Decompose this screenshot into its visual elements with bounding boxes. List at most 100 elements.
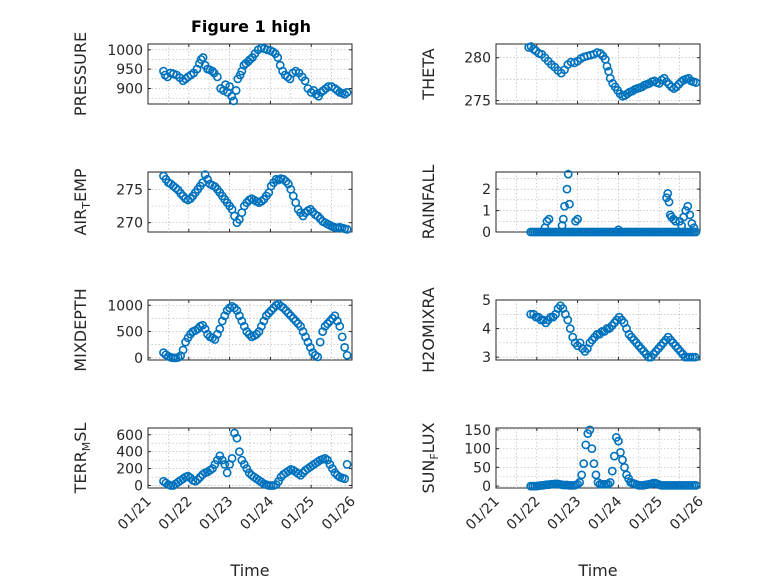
y-tick-label: 1000 xyxy=(107,298,143,314)
data-point xyxy=(671,216,680,226)
data-point xyxy=(281,306,291,315)
y-tick-label: 150 xyxy=(464,423,491,439)
x-tick-label: 01/22 xyxy=(504,494,544,534)
data-point xyxy=(565,324,575,333)
data-point xyxy=(589,459,599,469)
data-point xyxy=(293,319,303,329)
x-tick-label: 01/25 xyxy=(278,494,318,534)
data-point xyxy=(565,199,574,209)
data-point xyxy=(225,82,234,91)
axes-panel: 270 275 AIRTEMP xyxy=(71,168,353,236)
data-point xyxy=(264,308,274,318)
data-point xyxy=(244,468,254,478)
axes-panel: 3 4 5 H2OMIXRA xyxy=(419,287,701,373)
data-point xyxy=(342,459,352,469)
data-point xyxy=(229,96,239,106)
data-point xyxy=(232,433,242,443)
data-point xyxy=(313,352,323,362)
y-tick-label: 200 xyxy=(116,462,143,478)
data-point xyxy=(279,174,288,184)
axes-panel: 0 1 2 RAINFALL xyxy=(419,165,701,241)
data-point xyxy=(342,87,352,97)
y-tick-label: 100 xyxy=(464,442,491,458)
data-point xyxy=(618,455,627,465)
data-point xyxy=(542,216,552,226)
y-axis-label: RAINFALL xyxy=(419,165,438,240)
data-point xyxy=(691,78,701,87)
y-tick-label: 500 xyxy=(116,325,143,341)
data-point xyxy=(200,170,210,180)
data-point xyxy=(273,53,283,62)
y-tick-label: 950 xyxy=(116,62,143,78)
data-point xyxy=(560,201,569,211)
data-point xyxy=(602,61,612,71)
y-tick-label: 275 xyxy=(464,94,491,110)
data-point xyxy=(230,303,239,313)
data-point xyxy=(573,479,582,489)
data-point xyxy=(674,79,684,89)
data-point xyxy=(577,470,587,480)
data-point xyxy=(664,197,674,207)
data-point xyxy=(691,227,701,237)
data-point xyxy=(614,436,623,446)
data-point xyxy=(579,459,589,469)
data-point xyxy=(562,184,572,194)
data-point xyxy=(193,475,203,484)
data-point xyxy=(252,329,261,339)
data-point xyxy=(212,72,222,82)
data-point xyxy=(687,219,697,228)
data-point xyxy=(663,189,673,198)
x-axis-label: Time xyxy=(229,561,269,580)
data-point xyxy=(581,440,591,450)
data-point xyxy=(296,470,305,480)
data-point xyxy=(596,49,605,58)
data-point xyxy=(690,352,700,362)
data-point xyxy=(198,53,208,62)
data-point xyxy=(231,86,241,95)
data-point xyxy=(178,345,188,355)
data-point xyxy=(221,80,230,90)
y-tick-label: 1000 xyxy=(107,43,143,59)
x-tick-label: 01/23 xyxy=(197,494,237,534)
figure-title: Figure 1 high xyxy=(191,17,311,36)
data-point xyxy=(591,470,601,480)
data-point xyxy=(335,321,345,331)
data-point xyxy=(257,196,266,206)
data-point xyxy=(215,324,225,334)
data-point xyxy=(220,459,230,469)
data-point xyxy=(544,214,554,224)
data-point xyxy=(557,221,567,230)
y-axis-label: TERRMSL xyxy=(71,423,93,495)
data-point xyxy=(222,306,232,315)
y-tick-label: 900 xyxy=(116,82,143,98)
y-tick-label: 280 xyxy=(464,51,491,67)
data-point xyxy=(614,225,623,235)
data-point xyxy=(585,425,595,435)
data-point xyxy=(664,79,674,89)
y-tick-label: 0 xyxy=(134,351,143,367)
y-tick-label: 0 xyxy=(482,225,491,241)
data-point xyxy=(298,468,308,478)
data-point xyxy=(323,319,332,329)
data-point xyxy=(605,477,615,487)
y-tick-label: 600 xyxy=(116,428,143,444)
data-point xyxy=(230,428,239,438)
data-point xyxy=(340,342,350,352)
data-point xyxy=(330,468,340,478)
data-point xyxy=(683,201,693,211)
data-point xyxy=(616,447,625,457)
y-tick-label: 0 xyxy=(482,479,491,495)
data-point xyxy=(671,82,681,92)
data-point xyxy=(662,77,671,87)
y-tick-label: 270 xyxy=(116,216,143,232)
data-point xyxy=(315,337,325,347)
data-point xyxy=(605,73,615,83)
data-point xyxy=(222,468,232,478)
data-point xyxy=(575,477,585,487)
data-point xyxy=(276,472,286,482)
axes-panel: 0 500 1000 MIXDEPTH xyxy=(71,288,353,372)
x-tick-label: 01/26 xyxy=(319,493,359,533)
data-point xyxy=(203,174,212,184)
